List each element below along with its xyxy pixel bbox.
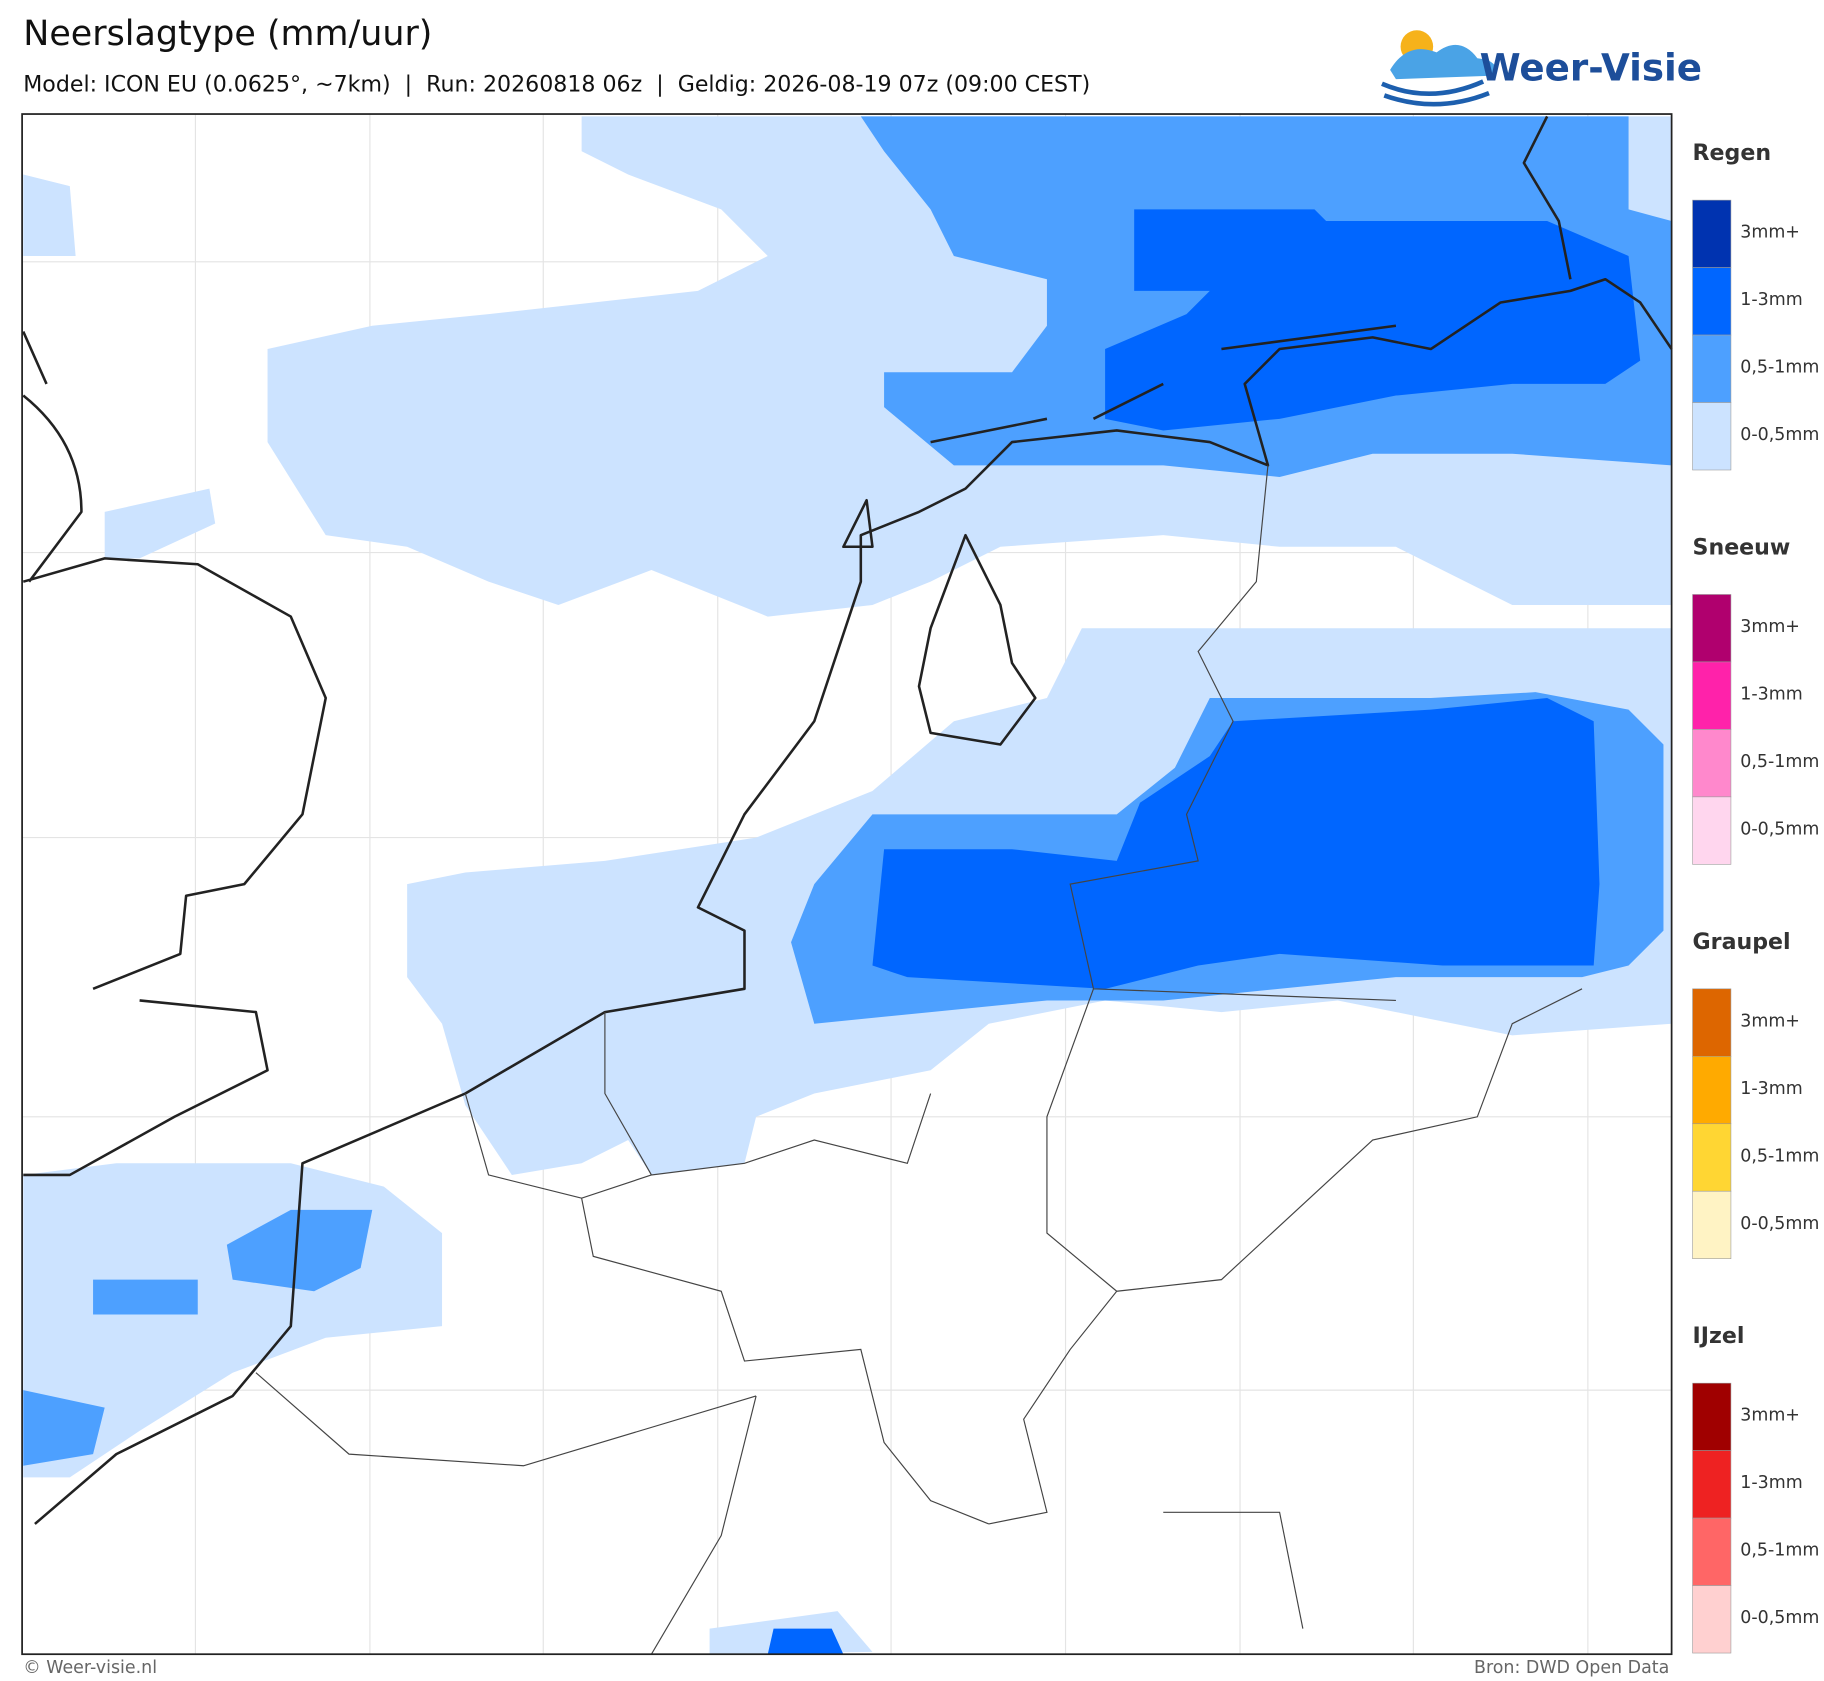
legend-swatch <box>1692 199 1732 268</box>
legend-swatch <box>1692 402 1732 471</box>
legend-title: IJzel <box>1693 1323 1745 1349</box>
legend: Regen 3mm+ 1-3mm 0,5-1mm 0-0,5mm Sneeuw 3mm+ 1-… <box>1692 140 1819 1654</box>
legend-swatch <box>1692 267 1732 336</box>
legend-swatch <box>1692 729 1732 798</box>
legend-label: 1-3mm <box>1740 1473 1802 1493</box>
map-frame <box>21 113 1673 1656</box>
legend-label: 0,5-1mm <box>1740 1146 1819 1166</box>
logo-text: Weer-Visie <box>1480 45 1702 89</box>
legend-swatch <box>1692 334 1732 403</box>
legend-swatch <box>1692 1190 1732 1259</box>
legend-label: 1-3mm <box>1740 685 1802 705</box>
legend-swatch <box>1692 594 1732 663</box>
legend-title: Regen <box>1693 140 1772 166</box>
legend-swatch <box>1692 1450 1732 1519</box>
legend-swatch <box>1692 1123 1732 1192</box>
title: Neerslagtype (mm/uur) <box>23 14 432 54</box>
map <box>22 114 1673 1655</box>
legend-label: 3mm+ <box>1740 617 1800 637</box>
legend-swatch <box>1692 988 1732 1057</box>
precipitation <box>23 116 1672 1655</box>
legend-title: Graupel <box>1693 929 1791 955</box>
legend-label: 0,5-1mm <box>1740 752 1819 772</box>
legend-label: 3mm+ <box>1740 223 1800 243</box>
legend-label: 0-0,5mm <box>1740 1608 1819 1628</box>
legend-label: 0-0,5mm <box>1740 1214 1819 1234</box>
legend-swatch <box>1692 661 1732 730</box>
footer-left: © Weer-visie.nl <box>23 1658 157 1678</box>
footer-right: Bron: DWD Open Data <box>1474 1658 1669 1678</box>
legend-label: 0,5-1mm <box>1740 358 1819 378</box>
legend-label: 1-3mm <box>1740 1079 1802 1099</box>
legend-label: 0,5-1mm <box>1740 1541 1819 1561</box>
legend-title: Sneeuw <box>1693 534 1791 560</box>
legend-label: 1-3mm <box>1740 290 1802 310</box>
legend-swatch <box>1692 1382 1732 1451</box>
subtitle: Model: ICON EU (0.0625°, ~7km) | Run: 20… <box>23 71 1090 97</box>
logo: Weer-Visie <box>1381 30 1702 107</box>
legend-swatch <box>1692 1585 1732 1654</box>
legend-swatch <box>1692 1517 1732 1586</box>
legend-swatch <box>1692 796 1732 865</box>
legend-label: 0-0,5mm <box>1740 819 1819 839</box>
legend-label: 3mm+ <box>1740 1406 1800 1426</box>
legend-swatch <box>1692 1055 1732 1125</box>
legend-label: 0-0,5mm <box>1740 425 1819 445</box>
legend-label: 3mm+ <box>1740 1011 1800 1031</box>
